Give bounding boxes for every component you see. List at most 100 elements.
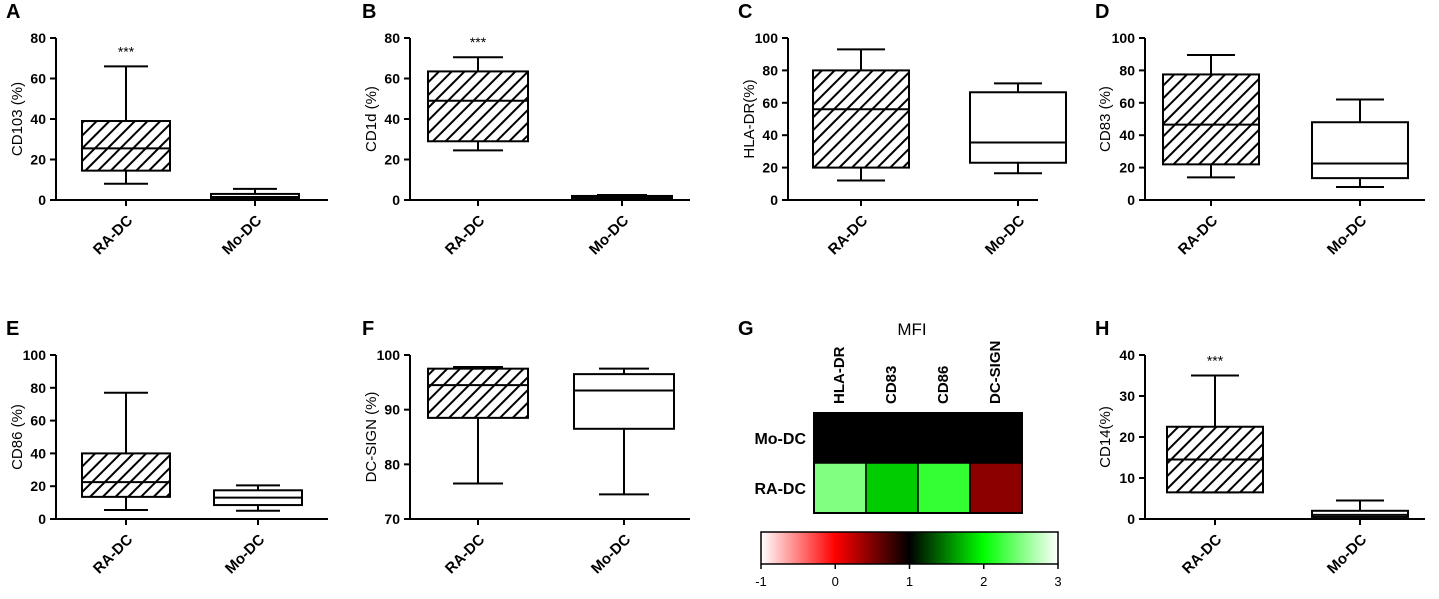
iqr-box (812, 69, 910, 169)
heatmap-cell (813, 412, 867, 464)
heatmap-column-label: CD83 (883, 366, 900, 404)
y-tick-label: 40 (30, 111, 46, 127)
box-ra-dc (812, 48, 910, 182)
box-mo-dc (969, 82, 1067, 175)
category-label: RA-DC (442, 531, 488, 577)
y-tick-label: 60 (30, 413, 46, 429)
box-ra-dc: *** (81, 43, 171, 185)
panel-label: E (6, 318, 19, 340)
y-tick-label: 40 (1119, 127, 1135, 143)
category-label: RA-DC (442, 212, 488, 258)
category-label: Mo-DC (982, 212, 1028, 258)
y-tick-label: 0 (38, 192, 46, 208)
iqr-box (573, 373, 675, 430)
significance-marker: *** (118, 43, 135, 59)
category-label: Mo-DC (586, 212, 632, 258)
panel-label: A (6, 1, 20, 23)
iqr-box (1311, 509, 1409, 518)
y-tick-label: 10 (1119, 470, 1135, 486)
box-mo-dc (571, 193, 673, 200)
colorbar (760, 531, 1059, 565)
box-ra-dc (1162, 54, 1260, 179)
heatmap-row-label: RA-DC (754, 481, 806, 498)
y-tick-label: 60 (762, 95, 778, 111)
category-label: Mo-DC (222, 531, 268, 577)
y-tick-label: 80 (384, 30, 400, 46)
panel-label: H (1095, 318, 1109, 340)
panel-b: B 0 20 40 60 80 CD1d (%) *** RA-DC Mo-DC (362, 1, 690, 258)
category-label: RA-DC (90, 212, 136, 258)
y-tick-label: 0 (1127, 192, 1135, 208)
box-ra-dc: *** (427, 34, 529, 152)
y-tick-label: 20 (30, 152, 46, 168)
y-axis-label: CD14(%) (1097, 406, 1114, 468)
y-axis-label: DC-SIGN (%) (363, 392, 380, 483)
y-tick-label: 80 (1119, 62, 1135, 78)
y-tick-label: 20 (1119, 429, 1135, 445)
category-label: RA-DC (1175, 212, 1221, 258)
box-ra-dc (81, 391, 171, 511)
box-mo-dc (1311, 499, 1409, 520)
heatmap-column-label: HLA-DR (831, 346, 848, 404)
y-tick-label: 100 (755, 30, 779, 46)
box-mo-dc (213, 484, 303, 512)
y-tick-label: 40 (1119, 347, 1135, 363)
y-tick-label: 60 (384, 71, 400, 87)
y-tick-label: 40 (30, 445, 46, 461)
panel-c: C 0 20 40 60 80 100 HLA-DR(%) RA-DC Mo-DC (738, 1, 1067, 258)
y-tick-label: 80 (384, 456, 400, 472)
y-tick-label: 100 (377, 347, 401, 363)
heatmap-cell (917, 462, 971, 514)
y-tick-label: 100 (1112, 30, 1136, 46)
heatmap-cell (865, 412, 919, 464)
box-ra-dc: *** (1166, 353, 1264, 494)
panel-label: G (738, 318, 754, 340)
panel-a: A 0 20 40 60 80 CD103 (%) *** RA-DC Mo-DC (6, 1, 328, 258)
panel-label: C (738, 1, 752, 23)
y-tick-label: 60 (30, 71, 46, 87)
y-tick-label: 20 (762, 160, 778, 176)
heatmap-frame (813, 412, 1023, 514)
y-tick-label: 20 (384, 152, 400, 168)
iqr-box (427, 70, 529, 143)
category-label: RA-DC (90, 531, 136, 577)
panel-label: D (1095, 1, 1109, 23)
category-label: RA-DC (1179, 531, 1225, 577)
y-tick-label: 0 (1127, 511, 1135, 527)
category-label: Mo-DC (1324, 212, 1370, 258)
category-label: Mo-DC (588, 531, 634, 577)
heatmap-cell (969, 462, 1023, 514)
y-tick-label: 80 (30, 30, 46, 46)
panel-label: B (362, 1, 376, 23)
y-tick-label: 80 (30, 380, 46, 396)
y-tick-label: 100 (23, 347, 47, 363)
y-tick-label: 80 (762, 62, 778, 78)
colorbar-tick-label: 3 (1054, 574, 1061, 589)
iqr-box (81, 452, 171, 498)
heatmap-cell (969, 412, 1023, 464)
panel-h: H 0 10 20 30 40 CD14(%) *** RA-DC Mo-DC (1095, 318, 1425, 577)
category-label: RA-DC (825, 212, 871, 258)
y-tick-label: 70 (384, 511, 400, 527)
iqr-box (81, 120, 171, 172)
y-axis-label: CD83 (%) (1097, 86, 1114, 152)
iqr-box (1311, 121, 1409, 180)
heatmap-title: MFI (897, 320, 926, 339)
box-ra-dc (427, 366, 529, 485)
y-tick-label: 40 (384, 111, 400, 127)
category-label: Mo-DC (1324, 531, 1370, 577)
box-mo-dc (573, 367, 675, 496)
significance-marker: *** (470, 34, 487, 50)
y-tick-label: 60 (1119, 95, 1135, 111)
y-tick-label: 30 (1119, 388, 1135, 404)
heatmap-column-label: CD86 (935, 366, 952, 404)
heatmap-row-label: Mo-DC (754, 431, 806, 448)
colorbar-tick-label: -1 (755, 574, 767, 589)
panel-e: E 0 20 40 60 80 100 CD86 (%) RA-DC Mo-DC (6, 318, 328, 577)
y-tick-label: 0 (770, 192, 778, 208)
iqr-box (1162, 73, 1260, 166)
panel-g: G MFI HLA-DR CD83 CD86 DC-SIGN Mo-DC RA-DC -1 0 1 2… (738, 318, 1062, 589)
panel-d: D 0 20 40 60 80 100 CD83 (%) RA-DC Mo-DC (1095, 1, 1425, 258)
y-tick-label: 40 (762, 127, 778, 143)
